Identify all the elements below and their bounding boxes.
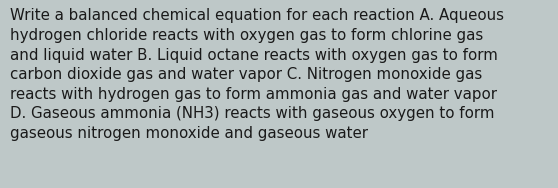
Text: Write a balanced chemical equation for each reaction A. Aqueous
hydrogen chlorid: Write a balanced chemical equation for e… [10, 8, 504, 141]
